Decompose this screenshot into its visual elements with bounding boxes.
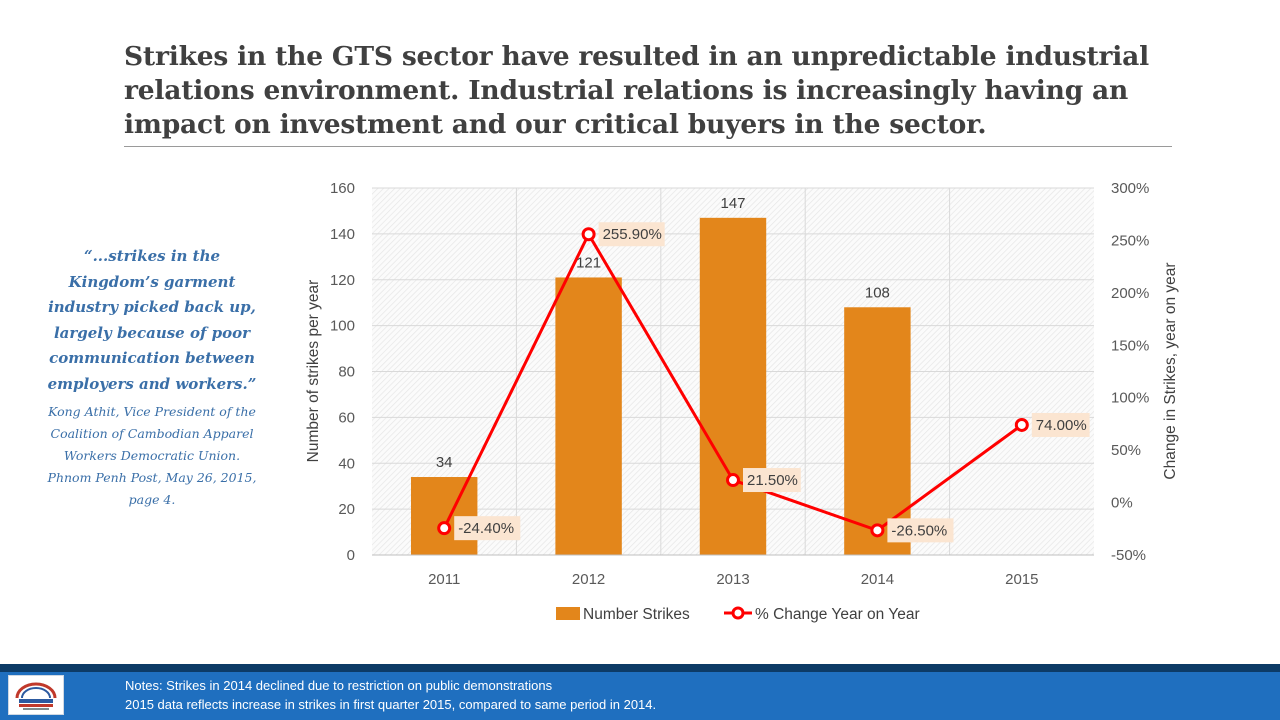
pct-value-label: 74.00% <box>1036 417 1087 434</box>
y-tick-label: 20 <box>338 501 355 518</box>
quote-box: “...strikes in the Kingdom’s garment ind… <box>40 244 264 511</box>
legend-marker-line <box>731 606 745 620</box>
pct-change-marker <box>437 521 452 536</box>
x-tick-label: 2013 <box>716 571 749 588</box>
y2-tick-label: 250% <box>1111 232 1149 249</box>
pct-change-marker <box>581 227 596 242</box>
y-tick-label: 100 <box>330 318 355 335</box>
y-tick-label: 0 <box>347 547 355 564</box>
quote-text: “...strikes in the Kingdom’s garment ind… <box>47 247 257 393</box>
bar-value-label: 147 <box>720 195 745 212</box>
pct-value-label: 21.50% <box>747 472 798 489</box>
pct-label-box <box>887 518 954 543</box>
footer-note-line-1: Notes: Strikes in 2014 declined due to r… <box>125 678 553 693</box>
pct-value-label: -24.40% <box>458 520 514 537</box>
title-divider <box>124 146 1172 147</box>
footer-note-line-2: 2015 data reflects increase in strikes i… <box>125 697 657 712</box>
x-tick-label: 2014 <box>861 571 894 588</box>
footer-notes: Notes: Strikes in 2014 declined due to r… <box>125 676 1125 714</box>
y-tick-label: 40 <box>338 455 355 472</box>
pct-label-box <box>454 516 521 541</box>
bar-value-label: 121 <box>576 254 601 271</box>
legend-label-bars: Number Strikes <box>583 606 690 623</box>
y-tick-label: 120 <box>330 272 355 289</box>
pct-label-box <box>598 222 665 247</box>
y2-tick-label: 50% <box>1111 442 1141 459</box>
y-tick-label: 160 <box>330 180 355 197</box>
legend: Number Strikes % Change Year on Year <box>556 606 920 623</box>
bar-2014 <box>844 307 911 555</box>
y2-tick-label: 0% <box>1111 495 1133 512</box>
x-tick-label: 2011 <box>428 571 460 588</box>
y-tick-label: 80 <box>338 364 355 381</box>
y-tick-label: 60 <box>338 409 355 426</box>
strikes-chart: 0 20 40 60 80 100 120 140 160 -50% 0% 50% 100% 150% 20… <box>305 180 1179 623</box>
y2-tick-label: 200% <box>1111 285 1149 302</box>
bar-value-label: 108 <box>865 284 890 301</box>
pct-change-marker <box>870 523 885 538</box>
footer-band <box>0 664 1280 720</box>
pct-label-box <box>743 468 801 493</box>
pct-label-box <box>1031 412 1090 437</box>
bar-2012 <box>555 277 622 555</box>
bar-2011 <box>410 477 478 555</box>
quote-attribution: Kong Athit, Vice President of the Coalit… <box>47 404 257 507</box>
line-series <box>437 227 1029 538</box>
pct-value-label: 255.90% <box>603 226 662 243</box>
pct-change-marker <box>1014 417 1029 432</box>
logo-emblem-icon <box>15 682 57 710</box>
x-tick-label: 2012 <box>572 571 605 588</box>
pct-change-marker <box>726 473 740 488</box>
y2-tick-label: -50% <box>1111 547 1146 564</box>
data-labels: 34 121 147 108 -24.40% 255.90% 21.50% -26.50% 74… <box>436 195 1090 543</box>
y-axis-title: Number of strikes per year <box>305 280 322 463</box>
pct-value-label: -26.50% <box>891 522 947 539</box>
y2-tick-label: 150% <box>1111 337 1149 354</box>
y-tick-label: 140 <box>330 226 355 243</box>
y2-tick-label: 100% <box>1111 390 1149 407</box>
y2-axis-title: Change in Strikes, year on year <box>1162 262 1179 479</box>
legend-label-line: % Change Year on Year <box>755 606 920 623</box>
organization-logo <box>8 675 64 715</box>
axes: 0 20 40 60 80 100 120 140 160 -50% 0% 50% 100% 150% 20… <box>330 180 1149 588</box>
y2-tick-label: 300% <box>1111 180 1149 197</box>
bar-value-label: 34 <box>436 454 453 471</box>
slide-title: Strikes in the GTS sector have resulted … <box>124 41 1149 140</box>
bar-2013 <box>699 217 767 555</box>
legend-swatch-bars <box>556 607 580 620</box>
x-tick-label: 2015 <box>1005 571 1038 588</box>
